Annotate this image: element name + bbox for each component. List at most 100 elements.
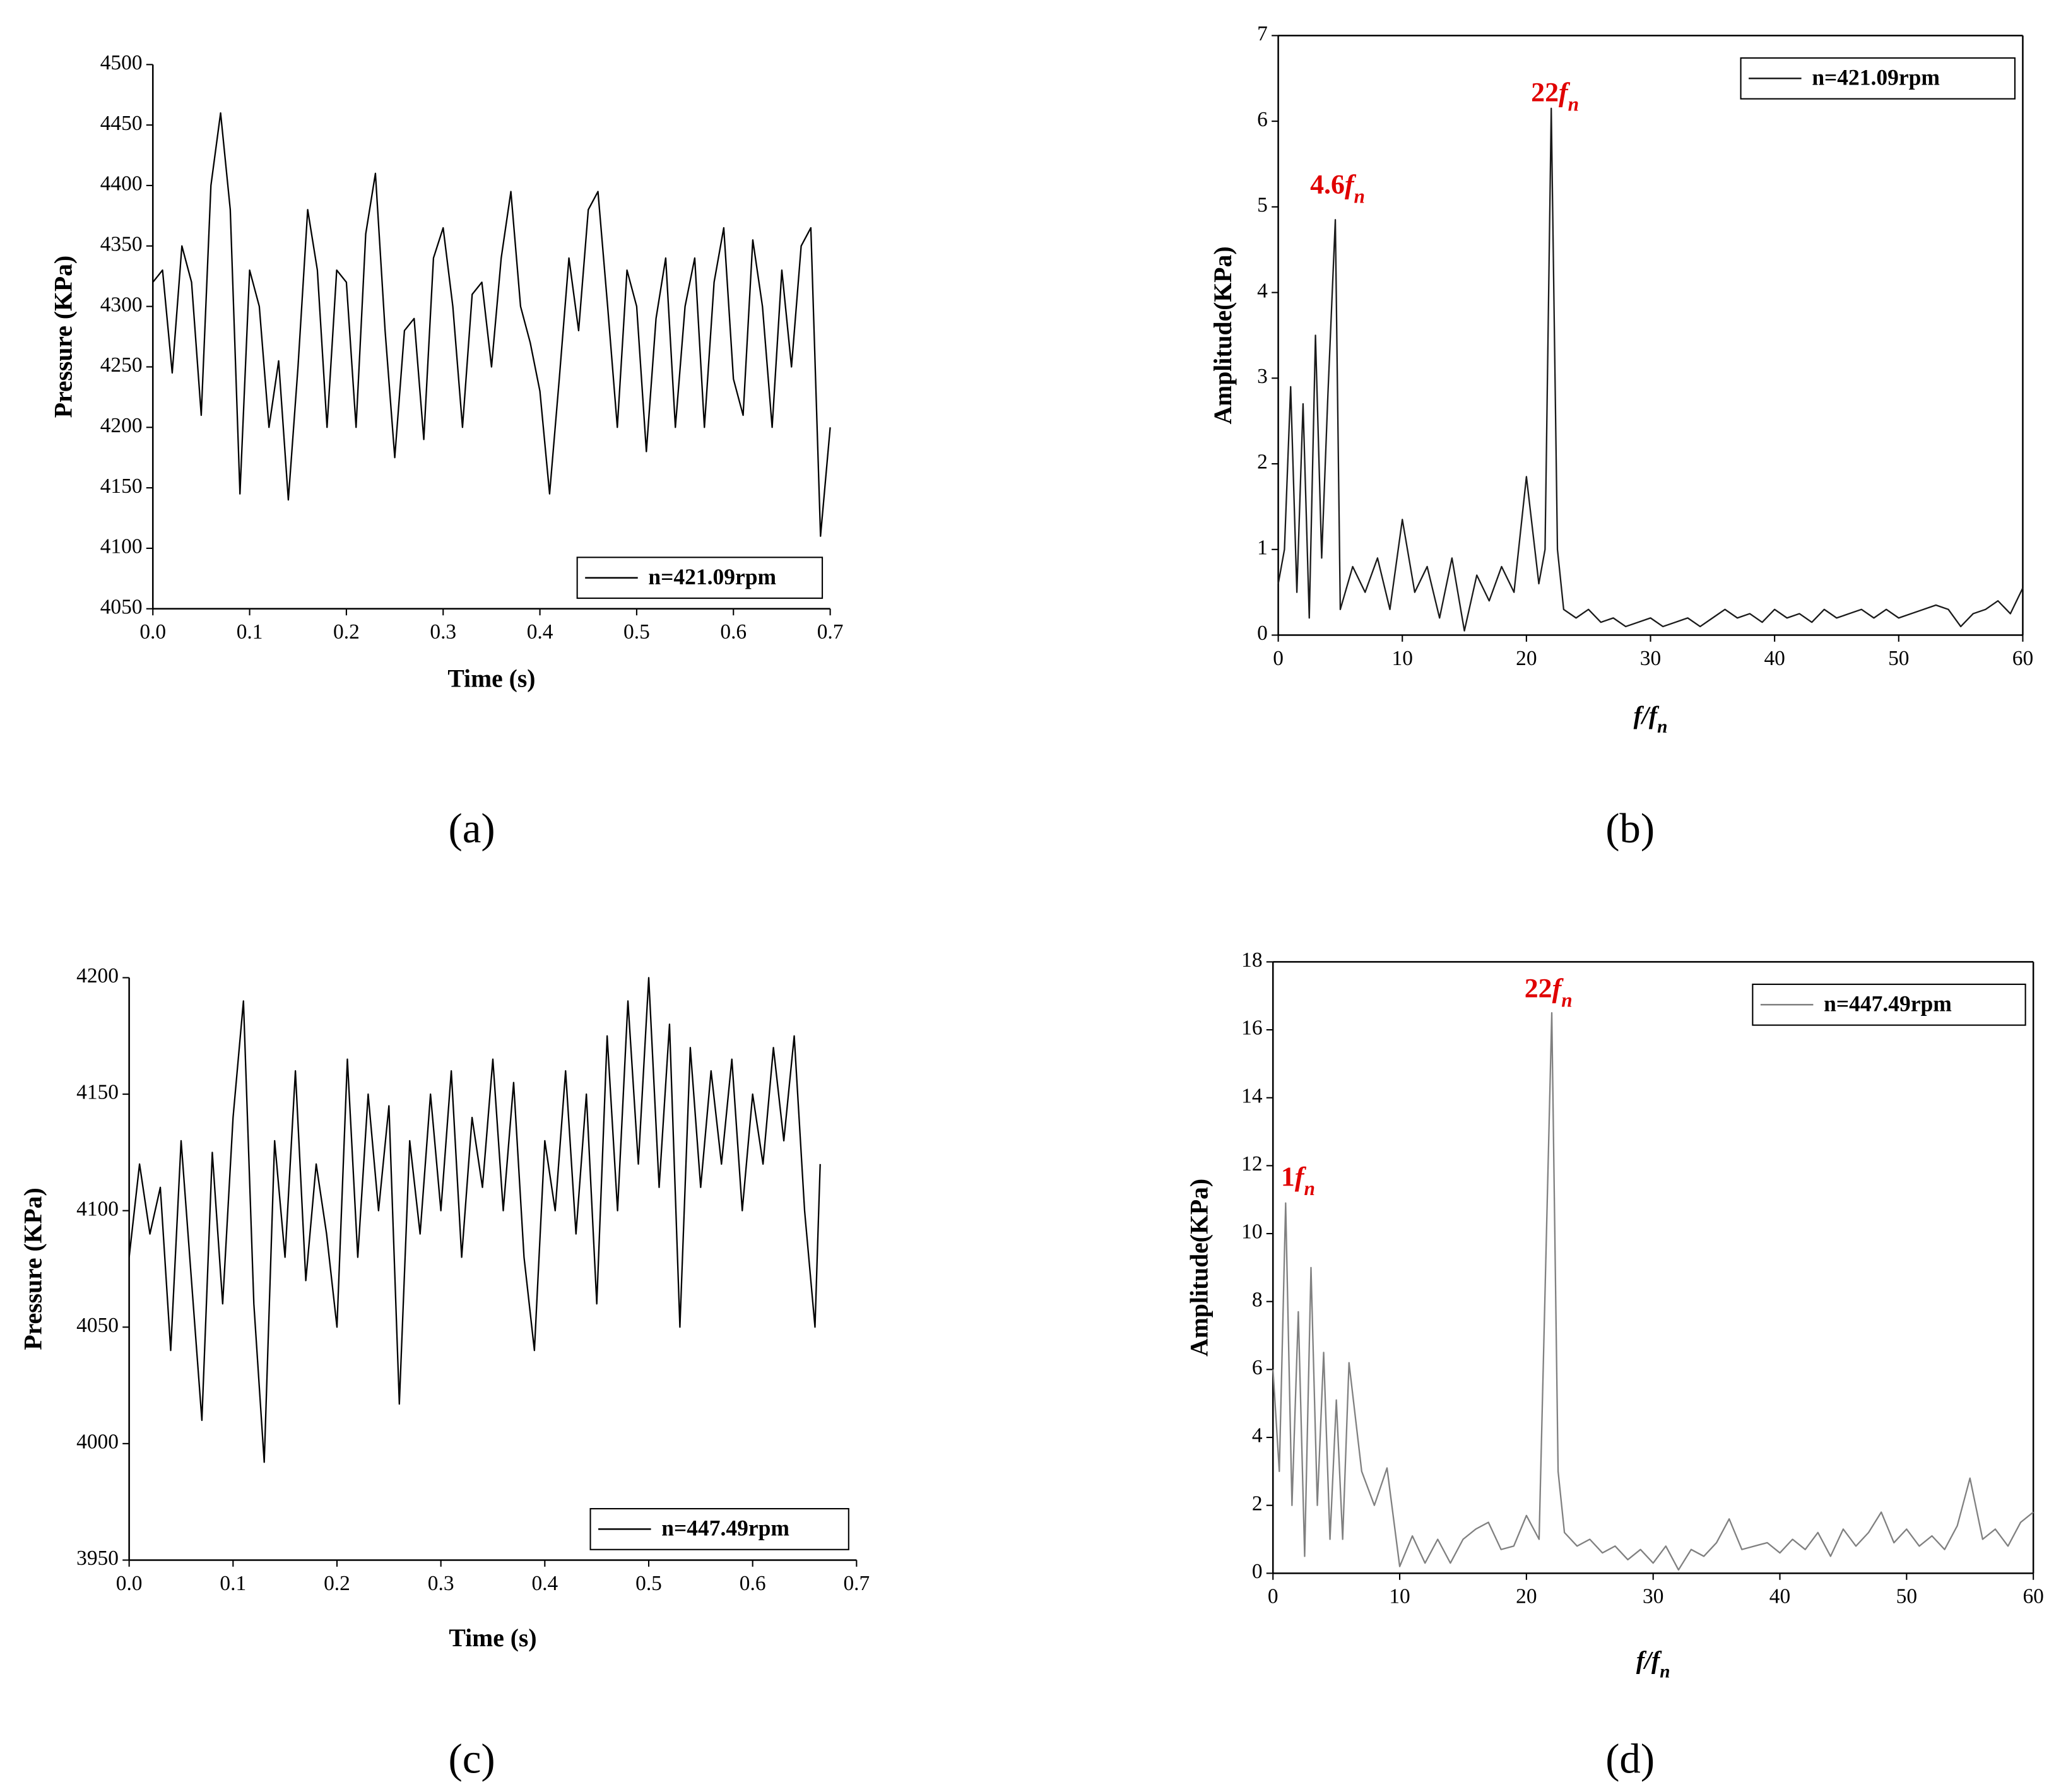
annotation-coef: 22 bbox=[1531, 77, 1559, 107]
peak-annotation: 22fn bbox=[1531, 77, 1579, 115]
y-tick-label: 4000 bbox=[76, 1430, 119, 1454]
y-tick-label: 4 bbox=[1252, 1424, 1263, 1447]
x-tick-label: 0 bbox=[1268, 1585, 1279, 1608]
peak-annotation: 1fn bbox=[1281, 1162, 1315, 1200]
data-line bbox=[152, 112, 831, 537]
y-tick-label: 4100 bbox=[100, 535, 143, 558]
y-tick-label: 10 bbox=[1241, 1220, 1262, 1244]
x-tick-label: 50 bbox=[1896, 1585, 1917, 1608]
x-tick-label: 40 bbox=[1769, 1585, 1790, 1608]
y-tick-label: 4450 bbox=[100, 112, 143, 135]
legend-label: n=421.09rpm bbox=[1812, 64, 1940, 90]
y-tick-label: 6 bbox=[1257, 108, 1268, 131]
y-tick-label: 0 bbox=[1257, 622, 1268, 645]
x-tick-label: 0.6 bbox=[720, 620, 747, 644]
y-tick-label: 18 bbox=[1241, 948, 1262, 972]
x-tick-label: 20 bbox=[1516, 1585, 1537, 1608]
chart-panel: 4050 4100 4150 4200 4250 4300 4350 4400 4450 4500… bbox=[50, 51, 844, 852]
y-tick-label: 4050 bbox=[76, 1314, 119, 1337]
data-line bbox=[128, 977, 821, 1463]
y-tick-label: 4200 bbox=[76, 964, 119, 987]
x-tick-label: 0.5 bbox=[635, 1572, 662, 1595]
x-tick-label: 0.1 bbox=[220, 1572, 246, 1595]
panel-label: (d) bbox=[1605, 1735, 1655, 1782]
y-tick-label: 4150 bbox=[76, 1081, 119, 1104]
annotation-sub: n bbox=[1354, 185, 1365, 207]
y-tick-label: 3950 bbox=[76, 1547, 119, 1570]
x-tick-label: 0.4 bbox=[527, 620, 553, 644]
x-tick-label: 10 bbox=[1389, 1585, 1410, 1608]
x-tick-label: 50 bbox=[1888, 647, 1909, 670]
y-axis-label: Amplitude(KPa) bbox=[1209, 246, 1237, 424]
x-axis-label: f/fn bbox=[1634, 702, 1668, 737]
x-axis-label-main: f/f bbox=[1634, 702, 1660, 729]
legend-label: n=447.49rpm bbox=[1824, 991, 1952, 1017]
legend-label: n=421.09rpm bbox=[648, 564, 776, 589]
y-axis-label: Amplitude(KPa) bbox=[1186, 1179, 1214, 1357]
x-tick-label: 0.3 bbox=[430, 620, 456, 644]
x-axis-label: f/fn bbox=[1636, 1646, 1670, 1682]
annotation-sub: n bbox=[1568, 93, 1579, 115]
x-tick-label: 0.6 bbox=[740, 1572, 766, 1595]
annotation-symbol: f bbox=[1552, 973, 1564, 1003]
y-tick-label: 4 bbox=[1257, 279, 1268, 302]
y-tick-label: 4050 bbox=[100, 595, 143, 618]
y-tick-label: 5 bbox=[1257, 194, 1268, 217]
x-axis-label-main: Time (s) bbox=[447, 665, 535, 693]
y-tick-label: 7 bbox=[1257, 22, 1268, 45]
panel-label: (a) bbox=[449, 805, 495, 852]
x-tick-label: 0 bbox=[1273, 647, 1284, 670]
x-axis-label-sub: n bbox=[1660, 1661, 1670, 1682]
annotation-sub: n bbox=[1304, 1177, 1314, 1200]
x-tick-label: 0.0 bbox=[139, 620, 166, 644]
x-tick-label: 0.2 bbox=[324, 1572, 350, 1595]
y-tick-label: 2 bbox=[1252, 1492, 1263, 1515]
y-tick-label: 3 bbox=[1257, 365, 1268, 388]
peak-annotation: 4.6fn bbox=[1310, 170, 1365, 208]
annotation-coef: 1 bbox=[1281, 1162, 1295, 1192]
panel-label: (b) bbox=[1605, 805, 1655, 852]
x-axis-label-main: f/f bbox=[1636, 1646, 1662, 1674]
annotation-sub: n bbox=[1561, 989, 1572, 1011]
annotation-symbol: f bbox=[1559, 77, 1571, 107]
x-tick-label: 0.5 bbox=[623, 620, 650, 644]
y-tick-label: 4500 bbox=[100, 51, 143, 74]
y-tick-label: 14 bbox=[1241, 1084, 1263, 1107]
annotation-coef: 4.6 bbox=[1310, 170, 1345, 200]
y-tick-label: 4150 bbox=[100, 475, 143, 498]
x-axis-label: Time (s) bbox=[449, 1624, 536, 1652]
x-tick-label: 10 bbox=[1392, 647, 1413, 670]
y-tick-label: 4350 bbox=[100, 232, 143, 256]
y-axis-label: Pressure (KPa) bbox=[50, 256, 78, 418]
x-tick-label: 0.3 bbox=[428, 1572, 454, 1595]
annotation-coef: 22 bbox=[1525, 973, 1552, 1003]
y-tick-label: 12 bbox=[1241, 1152, 1262, 1176]
y-tick-label: 4400 bbox=[100, 172, 143, 196]
x-axis-label-sub: n bbox=[1657, 717, 1667, 737]
y-tick-label: 16 bbox=[1241, 1017, 1262, 1040]
x-axis-label-main: Time (s) bbox=[449, 1624, 536, 1652]
panel-label: (c) bbox=[449, 1735, 495, 1782]
x-tick-label: 40 bbox=[1764, 647, 1785, 670]
data-line bbox=[1277, 107, 2024, 632]
y-axis-label: Pressure (KPa) bbox=[19, 1188, 47, 1350]
x-tick-label: 0.2 bbox=[333, 620, 360, 644]
x-axis-label: Time (s) bbox=[447, 665, 535, 693]
annotation-symbol: f bbox=[1295, 1162, 1307, 1192]
x-tick-label: 0.7 bbox=[843, 1572, 870, 1595]
y-tick-label: 4100 bbox=[76, 1197, 119, 1220]
x-tick-label: 0.7 bbox=[817, 620, 844, 644]
y-tick-label: 2 bbox=[1257, 451, 1268, 474]
x-tick-label: 30 bbox=[1640, 647, 1661, 670]
y-tick-label: 4200 bbox=[100, 414, 143, 437]
x-tick-label: 60 bbox=[2023, 1585, 2043, 1608]
x-tick-label: 0.4 bbox=[531, 1572, 558, 1595]
x-tick-label: 0.1 bbox=[237, 620, 263, 644]
y-tick-label: 8 bbox=[1252, 1288, 1263, 1311]
y-tick-label: 4300 bbox=[100, 293, 143, 316]
